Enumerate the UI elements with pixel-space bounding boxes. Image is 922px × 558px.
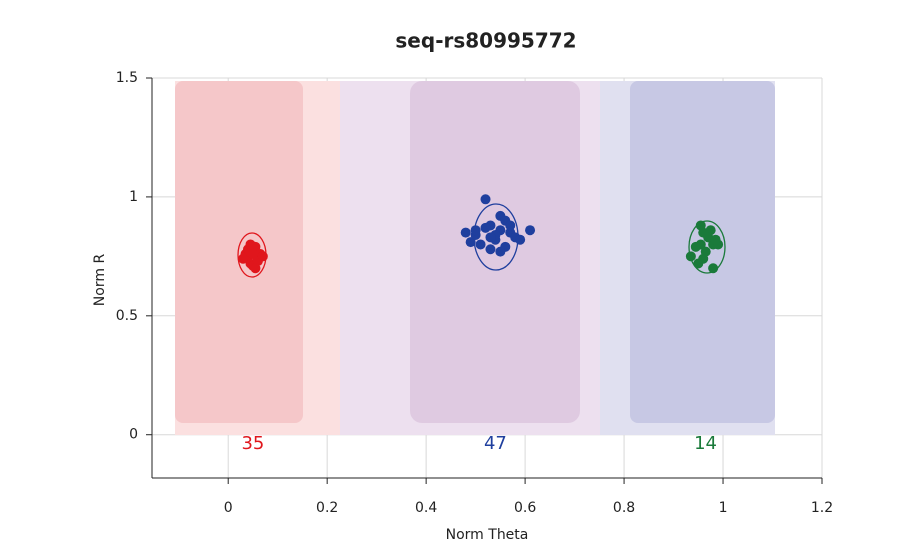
- chart-title: seq-rs80995772: [395, 29, 576, 53]
- y-axis-label: Norm R: [92, 254, 108, 307]
- cluster-count: 14: [694, 433, 717, 454]
- point: [250, 263, 261, 274]
- point: [685, 251, 696, 262]
- point: [698, 227, 709, 238]
- point: [238, 253, 249, 264]
- point: [525, 225, 536, 236]
- y-tick-label: 0.5: [116, 308, 138, 324]
- x-tick-label: 1: [719, 500, 728, 516]
- point: [480, 194, 491, 205]
- cluster-count: 35: [241, 433, 264, 454]
- point: [480, 222, 491, 233]
- point: [693, 258, 704, 269]
- point: [470, 225, 481, 236]
- cluster-count: 47: [484, 433, 507, 454]
- plot-background: [151, 77, 823, 479]
- point: [700, 246, 711, 257]
- point: [495, 246, 506, 257]
- point: [505, 220, 516, 231]
- y-tick-label: 0: [129, 427, 138, 443]
- y-tick-label: 1.5: [116, 70, 138, 86]
- x-tick-label: 0.4: [415, 500, 437, 516]
- x-tick-label: 0: [224, 500, 233, 516]
- point: [708, 263, 719, 274]
- point: [485, 244, 496, 255]
- x-tick-label: 0.2: [316, 500, 338, 516]
- x-tick-label: 0.6: [514, 500, 536, 516]
- point: [485, 232, 496, 243]
- x-axis-label: Norm Theta: [446, 527, 529, 543]
- x-tick-label: 0.8: [613, 500, 635, 516]
- x-tick-label: 1.2: [811, 500, 833, 516]
- point: [257, 251, 268, 262]
- point: [465, 237, 476, 248]
- point: [475, 239, 486, 250]
- point: [247, 248, 258, 259]
- point: [245, 239, 256, 250]
- y-tick-label: 1: [129, 189, 138, 205]
- point: [690, 241, 701, 252]
- point: [460, 227, 471, 238]
- point: [710, 234, 721, 245]
- point: [515, 234, 526, 245]
